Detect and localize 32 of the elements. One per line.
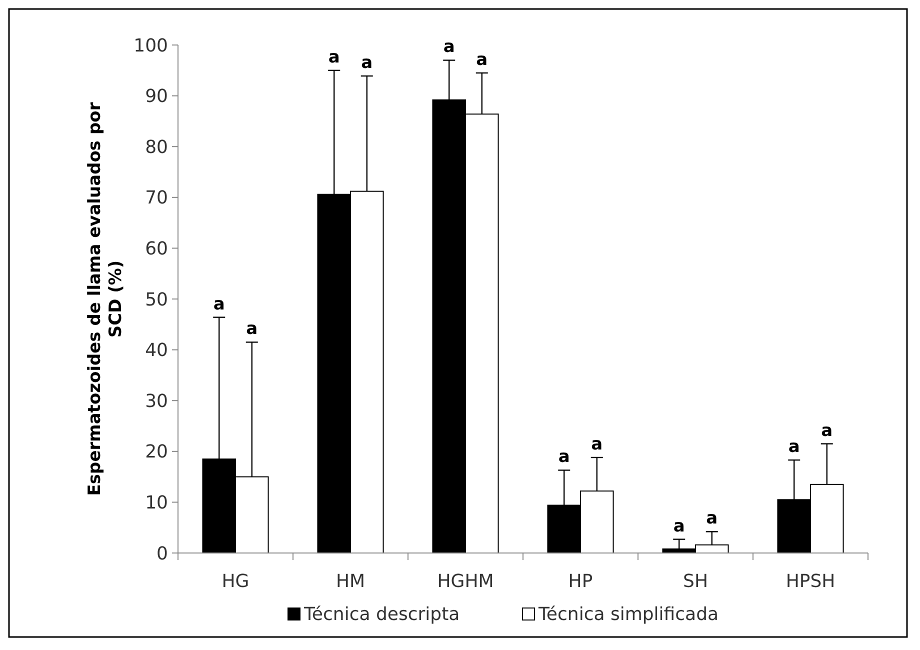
annotation: a [673,516,685,536]
y-tick-label: 10 [145,492,168,514]
legend-label: Técnica descripta [303,604,460,625]
annotation: a [788,437,800,458]
y-tick-label: 70 [145,188,168,209]
y-tick-label: 50 [145,289,168,310]
x-tick-label: HP [568,571,593,592]
annotation: a [213,294,225,314]
y-tick-label: 0 [156,543,168,564]
annotation: a [246,319,258,340]
x-tick-label: SH [683,571,708,592]
y-tick-label: 30 [145,390,168,412]
annotation: a [361,52,373,73]
annotation: a [821,420,833,441]
y-axis-title: Espermatozoides de llama evaluados por SCD (%) [84,102,126,496]
y-tick-label: 40 [145,340,168,362]
x-tick-label: HM [336,571,366,592]
y-tick-label: 60 [145,238,168,260]
annotation: a [328,47,340,68]
legend-label: Técnica simplificada [538,604,719,625]
annotation: a [476,50,488,70]
annotation: a [591,434,603,454]
y-tick-label: 20 [145,442,168,463]
y-tick-label: 100 [134,35,168,56]
annotation: a [558,447,570,468]
x-tick-label: HGHM [437,571,494,592]
x-tick-label: HG [222,571,250,592]
y-tick-label: 80 [145,136,168,158]
annotation: a [706,508,718,529]
x-tick-label: HPSH [786,571,836,592]
annotation: a [443,37,455,58]
y-tick-label: 90 [145,86,168,108]
